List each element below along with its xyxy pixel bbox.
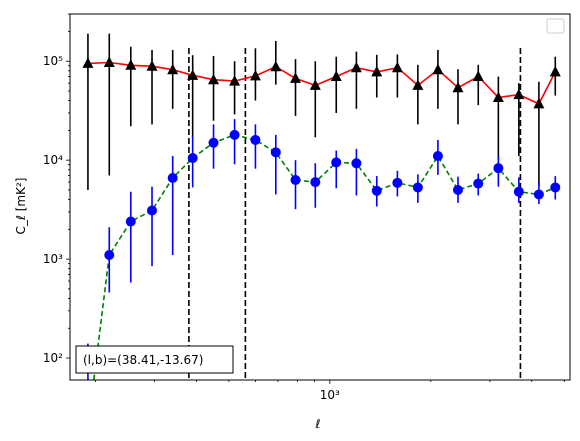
series-2-point	[513, 186, 524, 197]
series-1-point	[249, 69, 261, 81]
series-2-point	[310, 177, 321, 188]
y-tick-label: 10²	[43, 351, 63, 365]
series-1-point	[103, 56, 115, 68]
series-1-point	[330, 70, 342, 82]
y-tick-label: 10⁴	[43, 153, 63, 167]
series-2-point	[371, 185, 382, 196]
x-tick-label: 10³	[320, 388, 340, 402]
series-2-point	[351, 158, 362, 169]
y-tick-label: 10³	[43, 252, 63, 266]
annotation-box: (l,b)=(38.41,-13.67)	[75, 345, 234, 374]
series-2-point	[392, 177, 403, 188]
plot-frame	[69, 13, 571, 381]
series-2-point	[473, 178, 484, 189]
series-1-point	[452, 81, 464, 93]
annotation-text: (l,b)=(38.41,-13.67)	[83, 353, 203, 367]
series-1-point	[187, 69, 199, 80]
series-2-point	[493, 163, 504, 174]
series-1-point	[371, 65, 383, 77]
series-1-point	[472, 70, 484, 82]
series-1-point	[229, 75, 241, 86]
legend-box	[546, 18, 565, 34]
series-1-point	[125, 59, 137, 70]
series-2-point	[83, 422, 93, 432]
series-1-point	[513, 88, 525, 100]
series-2-point	[147, 205, 158, 216]
series-2-point	[452, 184, 463, 195]
series-2-point	[208, 137, 219, 148]
series-2-point	[331, 157, 342, 168]
x-axis-label: ℓ	[315, 417, 321, 431]
plot-area	[70, 14, 570, 380]
series-2-point	[125, 216, 136, 227]
series-2-point	[550, 182, 561, 193]
series-2-point	[270, 147, 281, 158]
series-1-point	[309, 79, 321, 90]
series-1-point	[208, 73, 220, 85]
y-tick-label: 10⁵	[43, 54, 63, 68]
series-1-point	[167, 63, 179, 75]
vertical-lines	[188, 48, 522, 380]
axes: 10² 10³ 10⁴ 10⁵ 10³	[43, 13, 565, 402]
series-1-point	[533, 97, 545, 109]
series-1-point	[290, 72, 302, 83]
series-2-point	[412, 182, 423, 193]
series-1-point	[391, 61, 403, 73]
series-1-point	[492, 91, 504, 102]
series-1-point	[432, 63, 444, 75]
series-2-point	[250, 134, 261, 145]
series-2-point	[533, 189, 544, 200]
series-2-point	[167, 173, 178, 184]
series-1-point	[350, 61, 362, 73]
series-2-line	[92, 134, 556, 380]
y-axis-label: C_ℓ [mK²]	[14, 178, 28, 235]
data-series	[82, 33, 561, 432]
series-1-point	[82, 57, 94, 68]
series-1-point	[412, 79, 424, 90]
series-1-point	[146, 60, 158, 71]
series-1-point	[270, 60, 282, 72]
series-1-point	[549, 65, 561, 77]
series-2-point	[432, 151, 443, 162]
series-2-point	[187, 153, 198, 164]
series-2-point	[290, 175, 301, 186]
series-2-point	[229, 129, 240, 140]
series-2-point	[104, 250, 115, 261]
